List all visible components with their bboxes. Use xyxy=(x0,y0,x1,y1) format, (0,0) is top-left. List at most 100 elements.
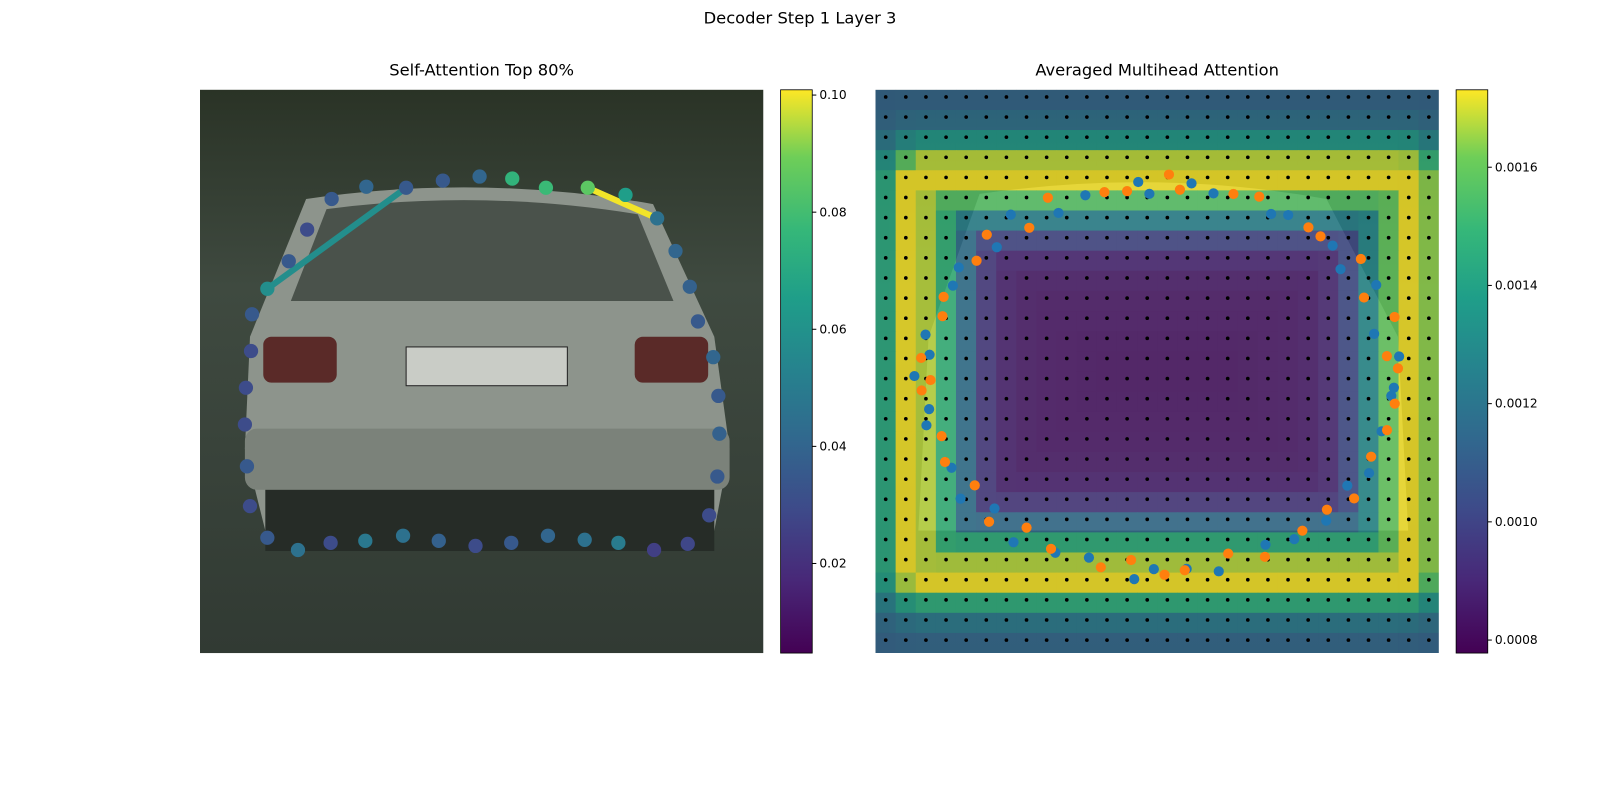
heatmap-cell xyxy=(1076,532,1098,553)
grid-point xyxy=(944,477,948,481)
grid-point xyxy=(1044,598,1049,602)
grid-point xyxy=(1225,437,1230,441)
heatmap-cell xyxy=(1338,190,1359,212)
grid-point xyxy=(1346,135,1351,140)
heatmap-cell xyxy=(976,290,997,312)
grid-point xyxy=(1205,336,1210,341)
grid-point xyxy=(1346,356,1351,361)
heatmap-cell xyxy=(1358,230,1379,252)
grid-point xyxy=(1185,195,1190,200)
grid-point xyxy=(1064,175,1069,180)
grid-point xyxy=(1366,416,1371,421)
grid-point xyxy=(1064,155,1069,160)
heatmap-cell xyxy=(1076,411,1098,433)
heatmap-cell xyxy=(935,592,957,614)
heatmap-cell xyxy=(1257,311,1279,332)
grid-point xyxy=(1286,336,1290,341)
grid-point xyxy=(1024,296,1029,300)
grid-point xyxy=(944,376,948,381)
heatmap-cell xyxy=(1378,532,1400,553)
grid-point xyxy=(964,276,969,280)
grid-point xyxy=(1225,195,1230,200)
heatmap-cell xyxy=(1137,230,1158,252)
query-point xyxy=(1369,328,1380,339)
reference-point xyxy=(1315,231,1326,242)
heatmap-cell xyxy=(1297,532,1319,553)
grid-point xyxy=(1044,577,1049,582)
query-point xyxy=(1008,537,1019,548)
heatmap-cell xyxy=(955,632,977,654)
grid-point xyxy=(984,336,989,341)
heatmap-cell xyxy=(1277,230,1299,252)
reference-point xyxy=(983,516,995,527)
heatmap-cell xyxy=(955,411,977,433)
heatmap-cell xyxy=(915,612,937,634)
grid-point xyxy=(1366,376,1371,381)
heatmap-cell xyxy=(1036,572,1058,594)
grid-point xyxy=(903,497,908,502)
heatmap-cell xyxy=(1116,331,1138,352)
grid-point xyxy=(984,638,989,642)
heatmap-cell xyxy=(1177,532,1198,553)
heatmap-cell xyxy=(1137,472,1158,493)
heatmap-cell xyxy=(1096,391,1118,413)
grid-point xyxy=(1105,135,1109,140)
grid-point xyxy=(903,195,908,200)
heatmap-cell xyxy=(1197,210,1219,232)
query-point xyxy=(1335,264,1346,275)
grid-point xyxy=(883,457,888,461)
grid-point xyxy=(883,577,888,582)
heatmap-cell xyxy=(1358,532,1379,553)
heatmap-cell xyxy=(1137,290,1158,312)
grid-point xyxy=(1366,638,1371,642)
heatmap-cell xyxy=(1137,351,1158,372)
heatmap-cell xyxy=(955,89,977,111)
grid-point xyxy=(1245,416,1250,421)
attention-point xyxy=(358,533,373,548)
grid-point xyxy=(1165,437,1170,441)
grid-point xyxy=(964,396,969,401)
panel-title: Averaged Multihead Attention xyxy=(1035,61,1279,80)
grid-point xyxy=(1165,557,1170,562)
heatmap-cell xyxy=(1137,331,1158,352)
grid-point xyxy=(1427,115,1431,119)
heatmap-cell xyxy=(1096,250,1118,272)
photo xyxy=(200,89,764,654)
heatmap-cell xyxy=(1016,351,1037,372)
attention-point xyxy=(668,243,683,259)
heatmap-cell xyxy=(1036,130,1058,151)
heatmap-cell xyxy=(1056,472,1078,493)
heatmap-cell xyxy=(1217,270,1239,292)
heatmap-cell xyxy=(1036,109,1058,131)
grid-point xyxy=(1406,376,1411,381)
grid-point xyxy=(1386,557,1391,562)
grid-point xyxy=(964,537,969,542)
grid-point xyxy=(1185,577,1190,582)
grid-point xyxy=(1266,336,1270,341)
heatmap-cell xyxy=(1237,492,1259,513)
heatmap-cell xyxy=(1318,109,1339,131)
grid-point xyxy=(1125,477,1129,481)
heatmap-cell xyxy=(1096,472,1118,493)
attention-point xyxy=(281,254,296,269)
grid-point xyxy=(1064,557,1069,562)
grid-point xyxy=(1427,457,1431,461)
grid-point xyxy=(1326,95,1331,99)
attention-line xyxy=(586,184,659,222)
grid-point xyxy=(1165,517,1170,522)
grid-point xyxy=(1306,155,1310,160)
grid-point xyxy=(1185,598,1190,602)
heatmap-cell xyxy=(915,512,937,533)
heatmap-cell xyxy=(875,290,897,312)
heatmap-cell xyxy=(1338,311,1359,332)
heatmap-cell xyxy=(1257,492,1279,513)
grid-point xyxy=(1024,256,1029,260)
heatmap-cell xyxy=(1237,391,1259,413)
grid-point xyxy=(984,598,989,602)
heatmap-cell xyxy=(1217,250,1239,272)
grid-point xyxy=(1386,115,1391,119)
grid-point xyxy=(1346,296,1351,300)
grid-point xyxy=(903,598,908,602)
grid-point xyxy=(1085,95,1089,99)
heatmap-cell xyxy=(976,311,997,332)
